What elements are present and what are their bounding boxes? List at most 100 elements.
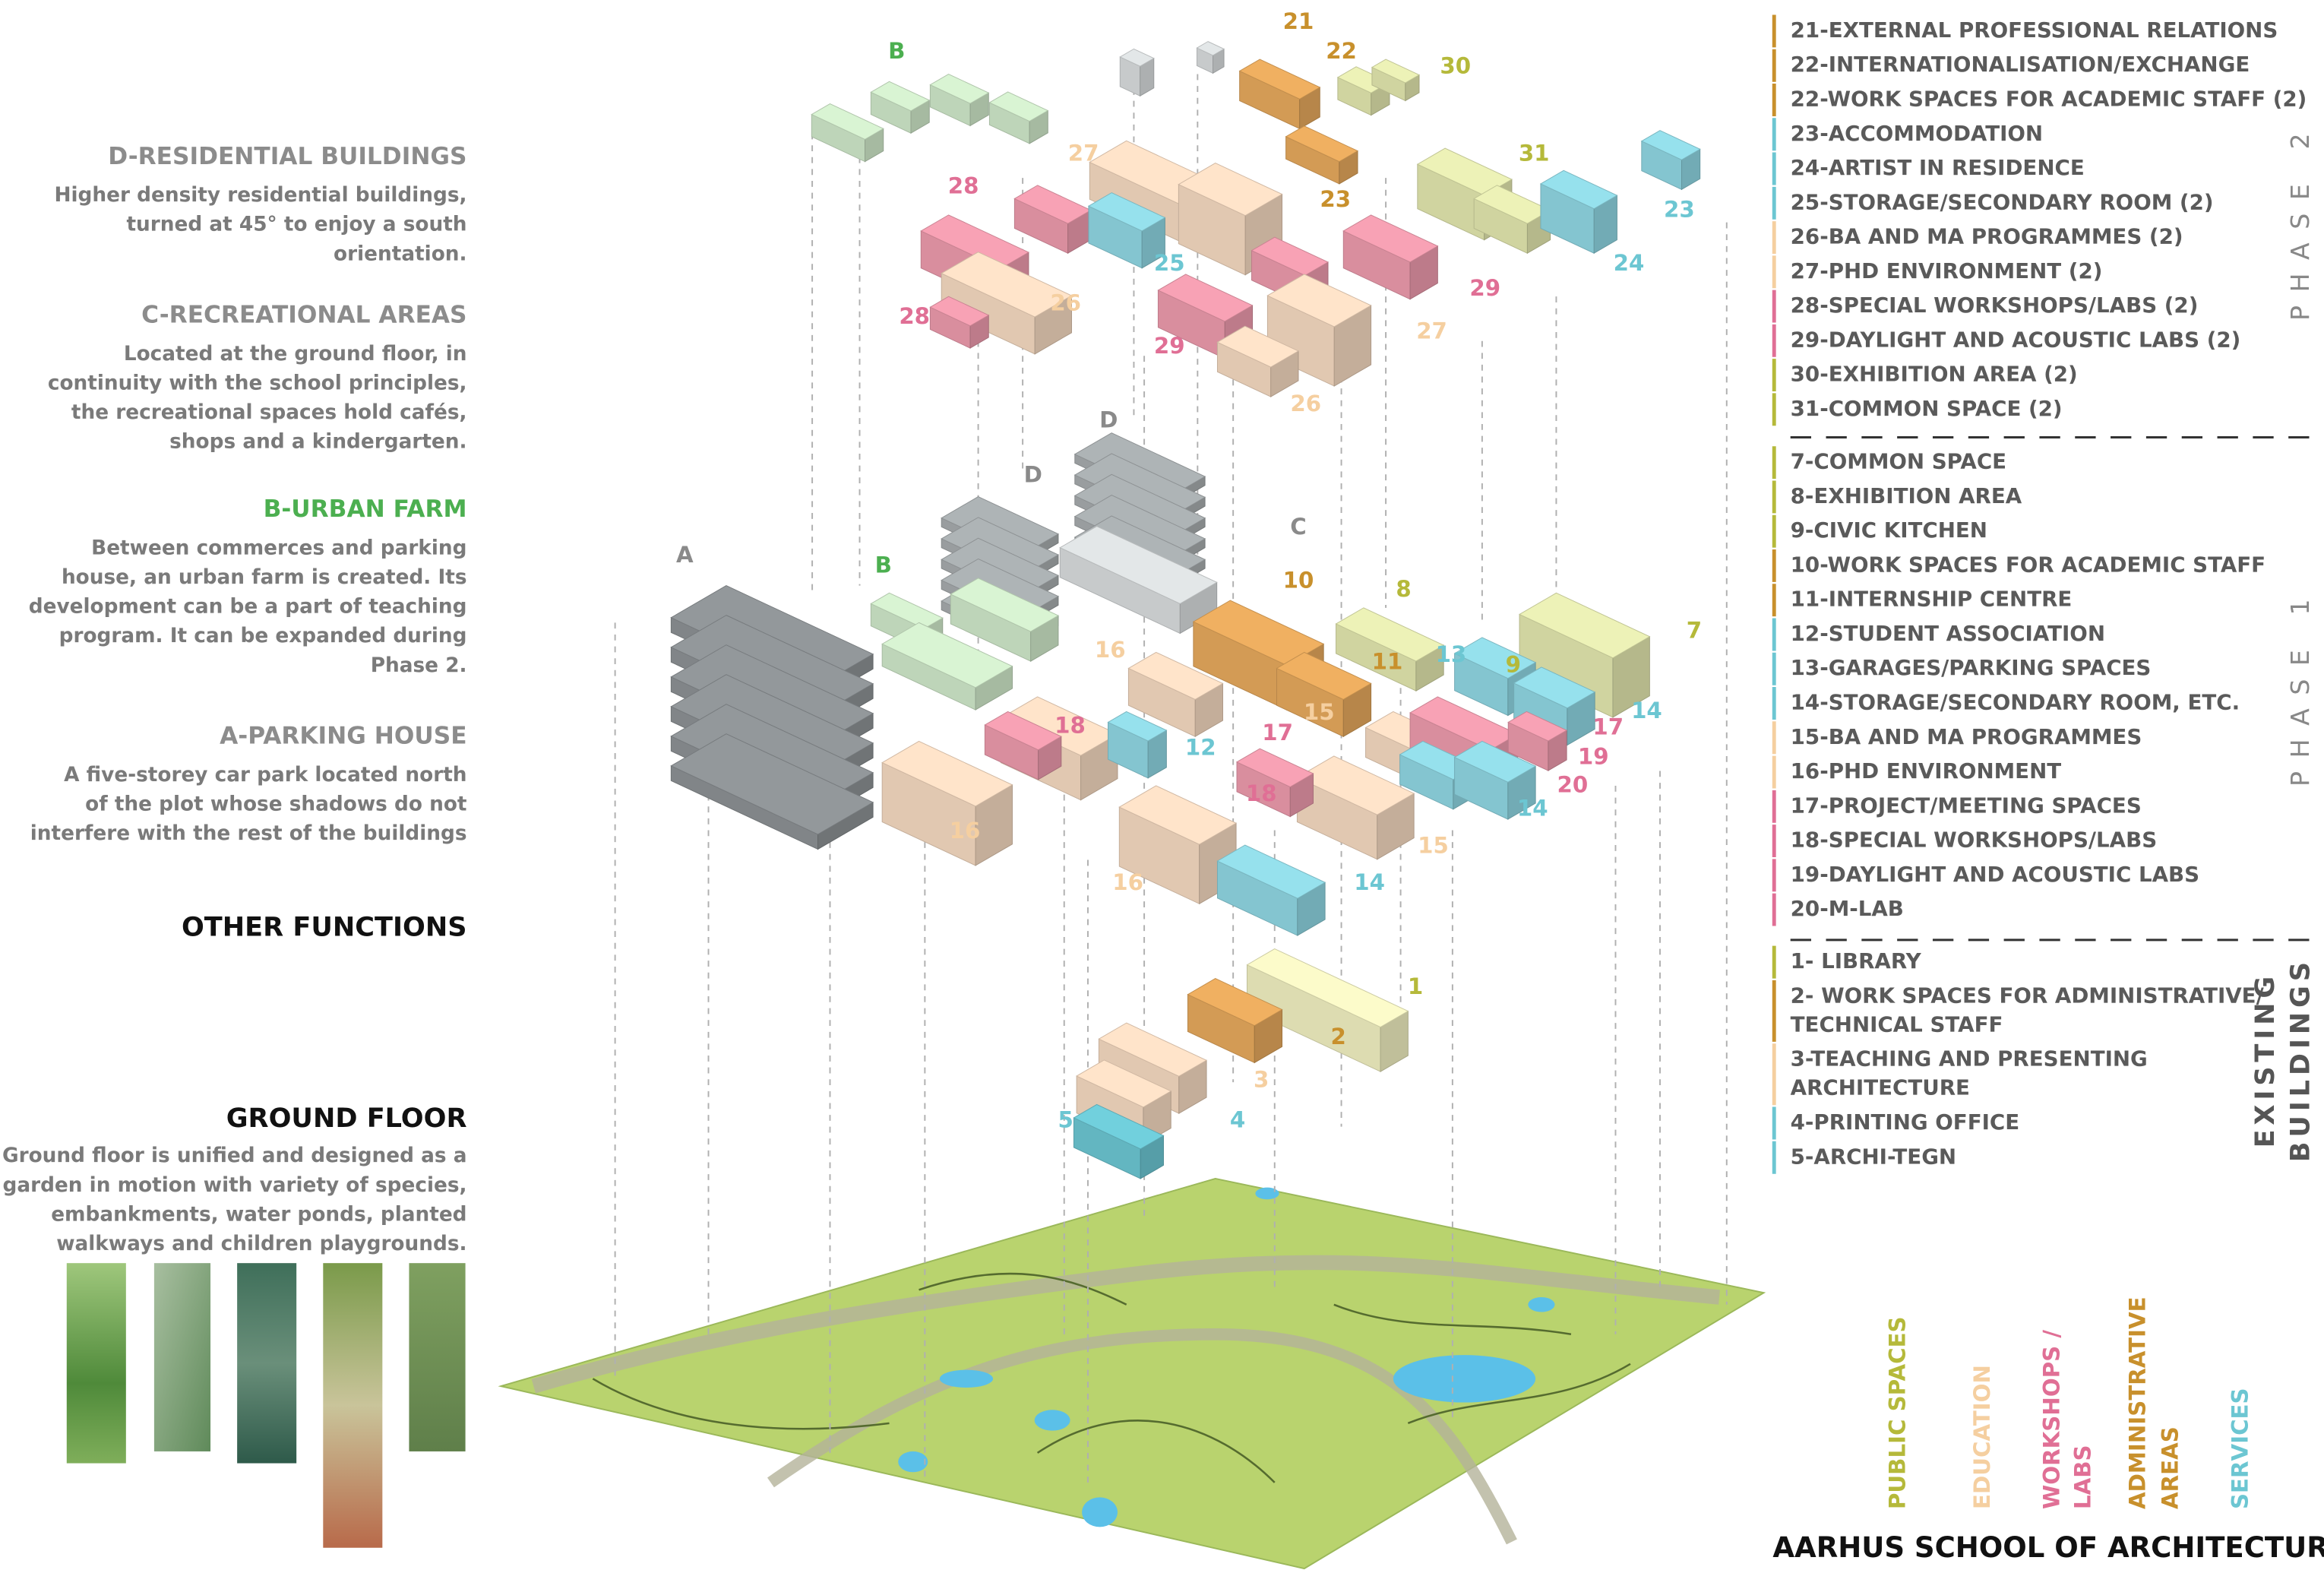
- legend-item: 26-BA AND MA PROGRAMMES (2): [1791, 224, 2183, 249]
- heading: GROUND FLOOR: [226, 1103, 467, 1134]
- legend-item: 9-CIVIC KITCHEN: [1791, 518, 1987, 543]
- section-text: the recreational spaces hold cafés,: [71, 401, 467, 424]
- section-title: A-PARKING HOUSE: [220, 723, 466, 750]
- category-label: SERVICES: [2227, 1388, 2253, 1509]
- pond: [1393, 1355, 1535, 1402]
- footer-title: AARHUS SCHOOL OF ARCHITECTURE: [1772, 1531, 2324, 1564]
- section-text: Between commerces and parking: [91, 537, 466, 559]
- diagram-label: 18: [1246, 780, 1277, 806]
- category-label: LABS: [2069, 1445, 2095, 1509]
- diagram-label: 17: [1592, 714, 1624, 739]
- legend-item: 24-ARTIST IN RESIDENCE: [1791, 155, 2085, 180]
- diagram-label: 8: [1396, 576, 1411, 602]
- legend: 21-EXTERNAL PROFESSIONAL RELATIONS22-INT…: [1774, 15, 2324, 1510]
- pond: [1528, 1297, 1554, 1312]
- diagram-label: C: [1290, 514, 1306, 540]
- category-label: EDUCATION: [1969, 1365, 1995, 1509]
- photo: [323, 1263, 382, 1548]
- diagram-label: 25: [1154, 250, 1185, 276]
- legend-item: 11-INTERNSHIP CENTRE: [1791, 587, 2073, 612]
- section-text: development can be a part of teaching: [29, 596, 467, 619]
- legend-item: 2- WORK SPACES FOR ADMINISTRATIVE/: [1791, 983, 2265, 1008]
- diagram-label: 15: [1304, 699, 1335, 725]
- legend-item: 27-PHD ENVIRONMENT (2): [1791, 258, 2103, 283]
- section-text: Higher density residential buildings,: [55, 184, 467, 207]
- phase-label: PHASE 2: [2285, 120, 2315, 321]
- legend-item: 30-EXHIBITION AREA (2): [1791, 362, 2078, 387]
- section-title: C-RECREATIONAL AREAS: [141, 302, 466, 329]
- diagram-label: 26: [1050, 290, 1081, 315]
- photo: [237, 1263, 296, 1463]
- legend-item: 22-WORK SPACES FOR ACADEMIC STAFF (2): [1791, 86, 2307, 111]
- diagram-label: 24: [1614, 250, 1645, 276]
- section-text: walkways and children playgrounds.: [56, 1233, 466, 1255]
- pond: [940, 1370, 993, 1388]
- diagram-label: 31: [1519, 140, 1550, 166]
- diagram-label: 14: [1517, 796, 1548, 821]
- diagram-label: 16: [1112, 869, 1143, 895]
- pond: [1255, 1188, 1279, 1200]
- legend-item: 1- LIBRARY: [1791, 948, 1922, 973]
- legend-item: 18-SPECIAL WORKSHOPS/LABS: [1791, 828, 2157, 853]
- diagram-label: B: [875, 552, 892, 578]
- photo: [154, 1263, 210, 1451]
- legend-item: 5-ARCHI-TEGN: [1791, 1144, 1956, 1169]
- phase-label: EXISTING: [2250, 972, 2281, 1147]
- diagram-label: 10: [1283, 567, 1314, 593]
- diagram-label: 12: [1185, 735, 1216, 761]
- diagram-label: 14: [1354, 869, 1385, 895]
- legend-item: 23-ACCOMMODATION: [1791, 121, 2043, 146]
- pond: [1035, 1410, 1070, 1430]
- section-text: Phase 2.: [371, 654, 467, 677]
- diagram-label: 14: [1631, 698, 1662, 723]
- legend-item: 29-DAYLIGHT AND ACOUSTIC LABS (2): [1791, 327, 2241, 352]
- section-title: B-URBAN FARM: [264, 495, 467, 523]
- category-label: PUBLIC SPACES: [1885, 1316, 1911, 1509]
- diagram-label: 22: [1326, 38, 1357, 64]
- diagram-label: B: [888, 38, 905, 64]
- section-text: A five-storey car park located north: [64, 764, 466, 787]
- diagram-label: 1: [1408, 973, 1423, 999]
- diagram-label: 17: [1262, 720, 1293, 745]
- diagram-label: 20: [1557, 771, 1589, 797]
- diagram-label: 13: [1436, 641, 1467, 667]
- site-plane: [501, 1179, 1763, 1568]
- building-volumes: [671, 42, 1700, 1179]
- section-text: orientation.: [334, 242, 466, 265]
- legend-item: 17-PROJECT/MEETING SPACES: [1791, 793, 2142, 818]
- diagram-label: 28: [948, 173, 979, 198]
- legend-item: ARCHITECTURE: [1791, 1075, 1970, 1100]
- heading: OTHER FUNCTIONS: [182, 911, 467, 942]
- category-label: WORKSHOPS /: [2038, 1330, 2064, 1509]
- diagram-label: 16: [1095, 637, 1126, 663]
- diagram-label: 23: [1664, 197, 1695, 223]
- legend-item: 16-PHD ENVIRONMENT: [1791, 758, 2062, 783]
- section-text: continuity with the school principles,: [48, 372, 467, 394]
- phase-label: BUILDINGS: [2285, 958, 2316, 1162]
- section-text: embankments, water ponds, planted: [51, 1203, 466, 1226]
- diagram-label: 4: [1230, 1106, 1245, 1132]
- ground-photos: [67, 1263, 466, 1548]
- photo: [67, 1263, 126, 1463]
- diagram-label: 28: [899, 303, 930, 329]
- ground-plane: [501, 1179, 1763, 1568]
- phase-label: PHASE 1: [2285, 586, 2315, 787]
- legend-item: 25-STORAGE/SECONDARY ROOM (2): [1791, 189, 2214, 214]
- legend-item: 13-GARAGES/PARKING SPACES: [1791, 655, 2152, 680]
- legend-item: 12-STUDENT ASSOCIATION: [1791, 621, 2105, 646]
- diagram-label: 5: [1058, 1106, 1073, 1132]
- diagram-label: 27: [1068, 140, 1099, 166]
- category-label: ADMINISTRATIVE: [2125, 1296, 2151, 1509]
- diagram-label: 9: [1506, 651, 1521, 677]
- pond: [1082, 1497, 1118, 1527]
- diagram-label: 21: [1283, 8, 1314, 34]
- legend-item: 14-STORAGE/SECONDARY ROOM, ETC.: [1791, 690, 2240, 715]
- legend-item: 15-BA AND MA PROGRAMMES: [1791, 724, 2142, 749]
- diagram-label: 27: [1416, 318, 1447, 344]
- diagram-label: 19: [1578, 743, 1609, 769]
- section-text: house, an urban farm is created. Its: [62, 566, 467, 589]
- diagram-label: 30: [1440, 52, 1471, 78]
- legend-item: 7-COMMON SPACE: [1791, 449, 2006, 474]
- legend-item: 19-DAYLIGHT AND ACOUSTIC LABS: [1791, 862, 2199, 887]
